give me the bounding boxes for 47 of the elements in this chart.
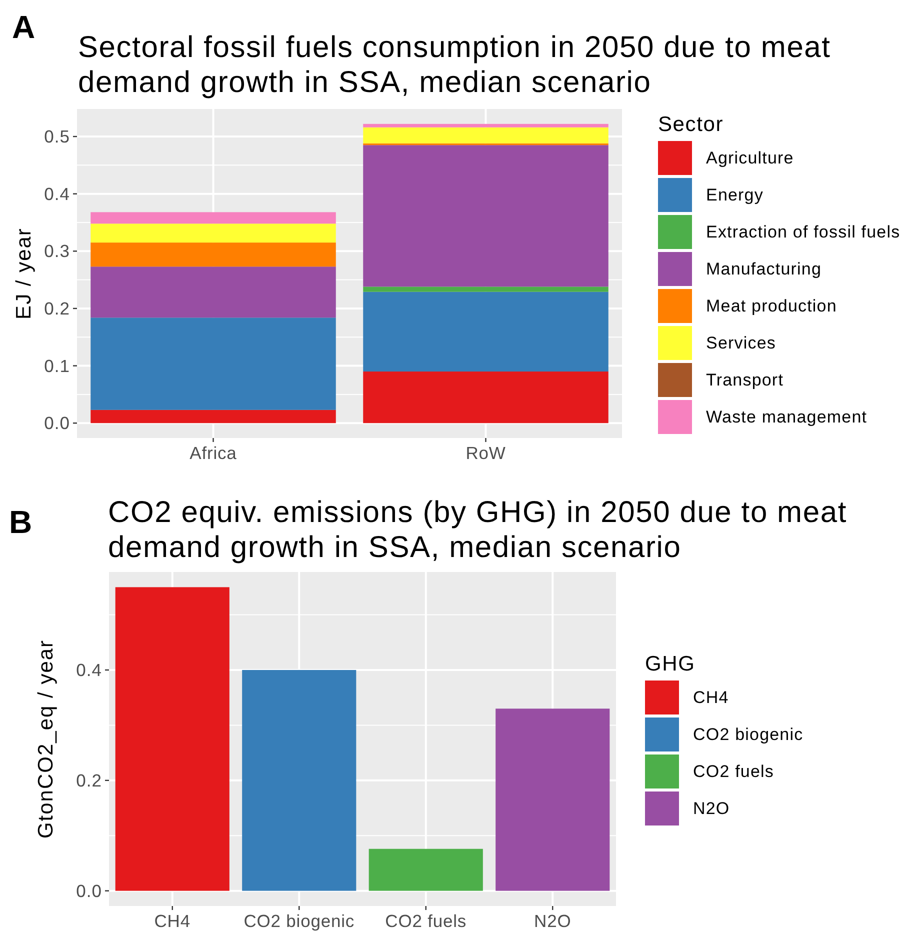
y-tick-label: 0.0 bbox=[76, 880, 102, 901]
y-tick-label: 0.5 bbox=[44, 126, 70, 147]
bar bbox=[90, 242, 336, 267]
legend-title: Sector bbox=[658, 113, 724, 136]
legend-title: GHG bbox=[645, 652, 696, 676]
bar bbox=[90, 224, 336, 243]
legend-label: Energy bbox=[706, 186, 764, 204]
y-tick-label: 0.2 bbox=[44, 298, 70, 318]
chart-title: CO2 equiv. emissions (by GHG) in 2050 due to meat demand growth in SSA, median scenario bbox=[108, 496, 847, 564]
x-tick-label: RoW bbox=[466, 443, 506, 463]
y-axis-title: GtonCO2_eq / year bbox=[34, 639, 58, 839]
bar bbox=[363, 286, 608, 292]
legend-label: Manufacturing bbox=[706, 260, 822, 278]
legend-label: CO2 fuels bbox=[693, 762, 774, 781]
y-axis-title: EJ / year bbox=[12, 228, 36, 320]
bar bbox=[363, 372, 608, 424]
legend-label: Services bbox=[706, 334, 776, 352]
x-tick-label: CO2 fuels bbox=[385, 911, 467, 931]
y-tick-label: 0.0 bbox=[44, 413, 70, 434]
y-tick-label: 0.4 bbox=[44, 184, 70, 204]
x-tick-label: CH4 bbox=[154, 911, 190, 931]
bar bbox=[90, 266, 336, 318]
legend-label: CO2 biogenic bbox=[693, 725, 804, 744]
bar bbox=[363, 124, 608, 128]
x-tick-label: CO2 biogenic bbox=[244, 911, 355, 931]
y-tick-label: 0.4 bbox=[76, 660, 102, 680]
text: B bbox=[9, 504, 32, 540]
x-tick-label: N2O bbox=[534, 911, 572, 931]
bar bbox=[363, 127, 608, 144]
y-tick-label: 0.3 bbox=[44, 241, 70, 262]
bar bbox=[363, 145, 608, 287]
text: A bbox=[12, 9, 36, 45]
legend-label: Transport bbox=[706, 370, 784, 390]
y-tick-label: 0.2 bbox=[76, 770, 102, 790]
bar bbox=[363, 292, 608, 372]
x-tick-label: Africa bbox=[190, 443, 237, 463]
legend-label: N2O bbox=[693, 799, 730, 818]
chart-title: Sectoral fossil fuels consumption in 2050 due to meat demand growth in SSA, median scenario bbox=[78, 31, 831, 99]
legend-label: CH4 bbox=[693, 688, 729, 707]
bar bbox=[90, 410, 336, 424]
legend-label: Waste management bbox=[706, 408, 868, 426]
legend-label: Extraction of fossil fuels bbox=[706, 222, 900, 242]
legend-label: Meat production bbox=[706, 296, 837, 316]
y-tick-label: 0.1 bbox=[44, 356, 70, 376]
legend-label: Agriculture bbox=[706, 148, 794, 168]
bar bbox=[90, 318, 336, 410]
bar bbox=[90, 212, 336, 224]
